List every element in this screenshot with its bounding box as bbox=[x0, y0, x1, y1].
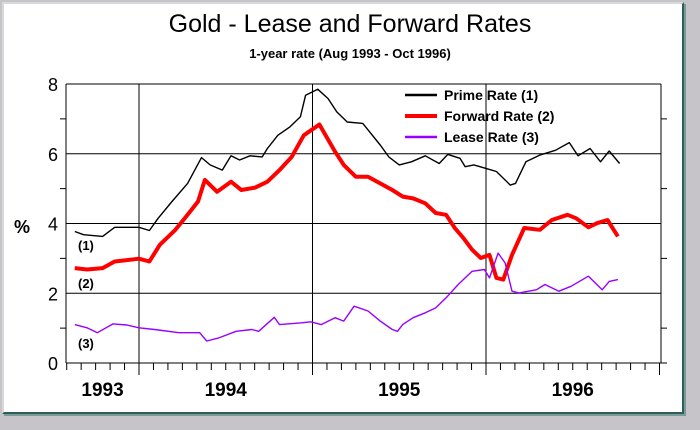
y-tick-label: 8 bbox=[48, 75, 58, 95]
series-line-2 bbox=[74, 122, 620, 282]
series-label-2: (2) bbox=[78, 276, 94, 291]
y-tick-label: 4 bbox=[48, 215, 58, 235]
series-label-3: (3) bbox=[78, 336, 94, 351]
series-line-1 bbox=[74, 88, 621, 238]
chart-panel bbox=[2, 2, 684, 414]
chart-title: Gold - Lease and Forward Rates bbox=[168, 10, 532, 38]
series-line-3 bbox=[74, 252, 619, 342]
y-tick-label: 2 bbox=[48, 284, 58, 304]
y-axis-label: % bbox=[14, 217, 30, 237]
x-tick-label: 1994 bbox=[205, 380, 248, 401]
x-tick-label: 1995 bbox=[378, 380, 421, 401]
y-tick-label: 0 bbox=[48, 354, 58, 374]
series-label-1: (1) bbox=[78, 238, 94, 253]
chart-subtitle: 1-year rate (Aug 1993 - Oct 1996) bbox=[249, 46, 451, 61]
legend-label-2: Forward Rate (2) bbox=[444, 108, 554, 124]
legend-label-3: Lease Rate (3) bbox=[444, 129, 539, 145]
x-tick-label: 1996 bbox=[552, 380, 594, 401]
legend-label-1: Prime Rate (1) bbox=[444, 87, 538, 103]
x-tick-label: 1993 bbox=[81, 380, 123, 401]
y-tick-label: 6 bbox=[48, 145, 58, 165]
